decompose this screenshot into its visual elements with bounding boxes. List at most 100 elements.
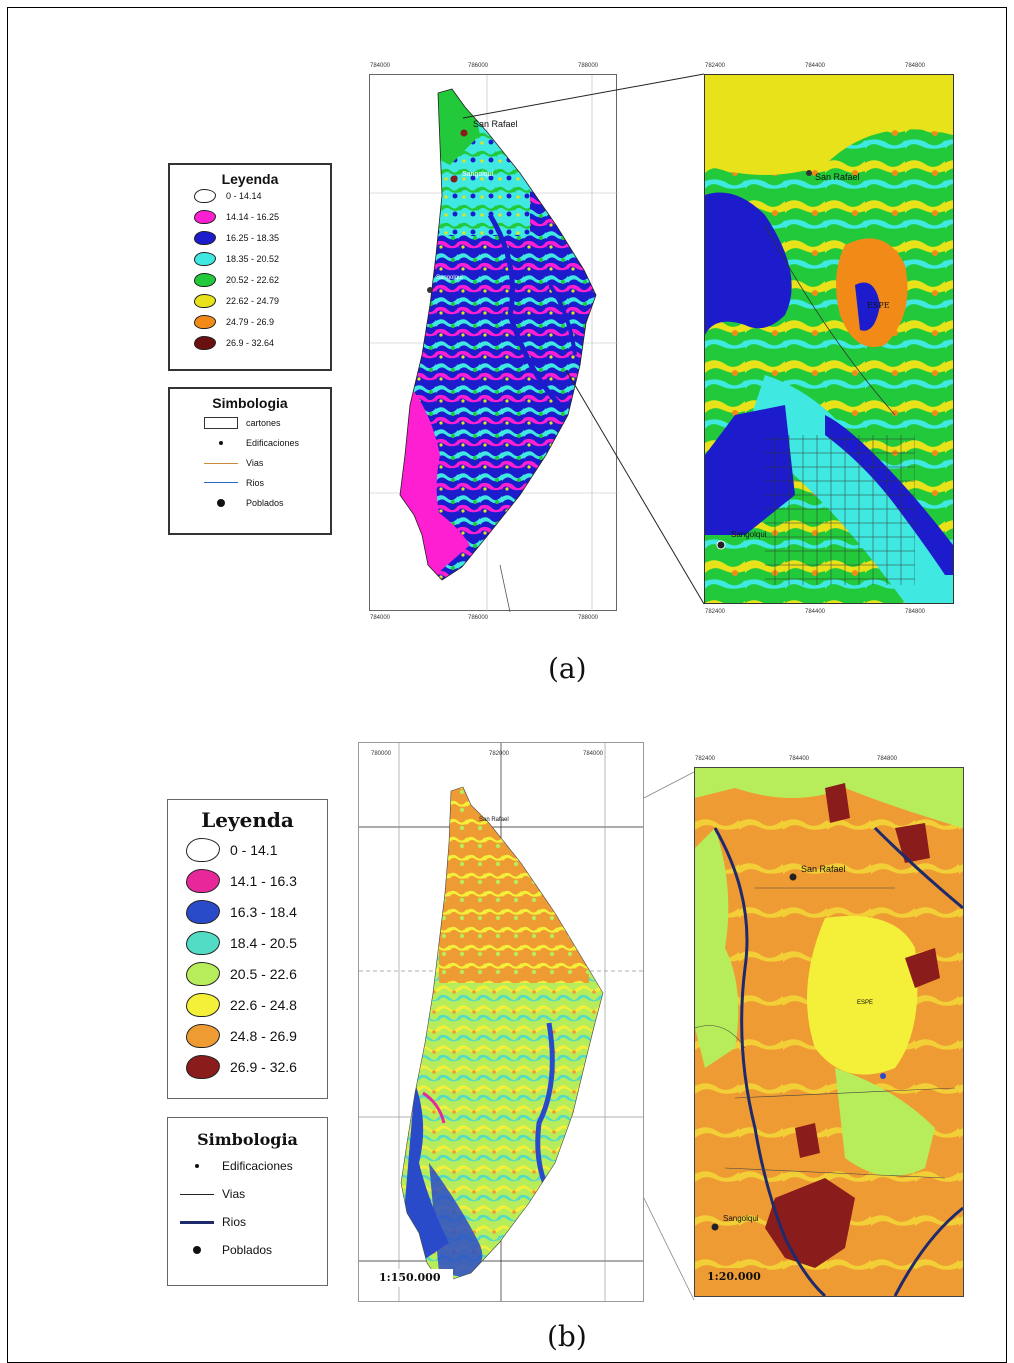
- sym-a-rows-item: cartones: [204, 417, 330, 429]
- river-line-icon: [180, 1216, 214, 1228]
- legend-a-item: 14.14 - 16.25: [194, 210, 330, 224]
- inset-label-espe-b: ESPE: [857, 1000, 874, 1006]
- legend-a-swatch: [194, 231, 216, 245]
- legend-b-swatch: [186, 838, 220, 862]
- legend-a-label: 22.62 - 24.79: [226, 296, 280, 306]
- sym-b-rows-item: Rios: [180, 1215, 327, 1229]
- tick-top-a-1: 784000: [370, 63, 391, 69]
- legend-a-swatch: [194, 336, 216, 350]
- sym-b-rows-item: Edificaciones: [180, 1159, 327, 1173]
- legend-a-swatch: [194, 210, 216, 224]
- sym-b-rows-item: Poblados: [180, 1243, 327, 1257]
- symbology-a: Simbologia cartones Edificaciones Vias Rios…: [168, 387, 332, 535]
- legend-a-item: 20.52 - 22.62: [194, 273, 330, 287]
- legend-b-title: Leyenda: [201, 808, 294, 832]
- legend-a-label: 24.79 - 26.9: [226, 317, 275, 327]
- symbology-b-items: Edificaciones Vias Rios Poblados: [168, 1159, 327, 1257]
- caption-a: (a): [548, 652, 587, 685]
- legend-b-item: 18.4 - 20.5: [186, 931, 327, 955]
- legend-b-swatch: [186, 869, 220, 893]
- tick-top-b-2: 782000: [489, 751, 510, 757]
- legend-a-label: 18.35 - 20.52: [226, 254, 280, 264]
- sym-a-rows-label: Edificaciones: [246, 438, 300, 448]
- legend-a-item: 16.25 - 18.35: [194, 231, 330, 245]
- main-map-b: 780000 782000 784000: [358, 742, 644, 1302]
- sym-b-rows-label: Vias: [222, 1187, 246, 1201]
- inset-tick-bottom-a-1: 782400: [705, 609, 726, 615]
- legend-b-item: 22.6 - 24.8: [186, 993, 327, 1017]
- river-line-icon: [204, 477, 238, 489]
- legend-a-item: 0 - 14.14: [194, 189, 330, 203]
- tick-top-b-1: 780000: [371, 751, 392, 757]
- legend-a-label: 16.25 - 18.35: [226, 233, 280, 243]
- sym-a-rows-item: Vias: [204, 457, 330, 469]
- legend-b-label: 16.3 - 18.4: [230, 904, 297, 920]
- legend-a-swatch: [194, 189, 216, 203]
- symbology-a-title: Simbologia: [212, 395, 288, 411]
- legend-b-swatch: [186, 900, 220, 924]
- tick-top-a-2: 786000: [468, 63, 489, 69]
- legend-b-item: 26.9 - 32.6: [186, 1055, 327, 1079]
- inset-tick-top-b-3: 784800: [877, 756, 898, 762]
- map-label-san-rafael-a: San Rafael: [473, 119, 518, 129]
- legend-a-label: 14.14 - 16.25: [226, 212, 280, 222]
- dot-icon: [204, 437, 238, 449]
- legend-b-item: 0 - 14.1: [186, 838, 327, 862]
- sym-a-rows-item: Poblados: [204, 497, 330, 509]
- legend-b-label: 14.1 - 16.3: [230, 873, 297, 889]
- dot-icon: [180, 1160, 214, 1172]
- legend-b-label: 18.4 - 20.5: [230, 935, 297, 951]
- main-map-a: 784000 786000 788000 784000 786000 78800…: [369, 63, 618, 621]
- tick-bottom-a-2: 786000: [468, 615, 489, 621]
- legend-b-swatch: [186, 993, 220, 1017]
- sym-b-rows-label: Poblados: [222, 1243, 273, 1257]
- legend-b-item: 24.8 - 26.9: [186, 1024, 327, 1048]
- legend-b-item: 14.1 - 16.3: [186, 869, 327, 893]
- legend-a-swatch: [194, 252, 216, 266]
- symbology-b-title: Simbologia: [197, 1130, 298, 1149]
- inset-tick-top-b-2: 784400: [789, 756, 810, 762]
- legend-a-label: 20.52 - 22.62: [226, 275, 280, 285]
- symbology-b: Simbologia Edificaciones Vias Rios Poblados: [167, 1117, 328, 1286]
- legend-a-item: 24.79 - 26.9: [194, 315, 330, 329]
- inset-label-sangolqui-b: Sangolqui: [723, 1214, 759, 1223]
- legend-b-swatch: [186, 1024, 220, 1048]
- legend-a-title: Leyenda: [221, 171, 279, 187]
- legend-b-swatch: [186, 1055, 220, 1079]
- map-label-sangolqui-a: Sangolqui: [462, 171, 494, 178]
- sym-a-rows-label: Rios: [246, 478, 265, 488]
- legend-b-label: 0 - 14.1: [230, 842, 278, 858]
- scale-main-b: 1:150.000: [379, 1271, 441, 1284]
- town-marker: [450, 175, 458, 183]
- legend-b-label: 26.9 - 32.6: [230, 1059, 297, 1075]
- inset-label-san-rafael-b: San Rafael: [801, 864, 846, 874]
- scale-inset-b: 1:20.000: [707, 1270, 761, 1283]
- symbology-a-items: cartones Edificaciones Vias Rios Poblados: [170, 417, 330, 509]
- legend-b: Leyenda 0 - 14.1 14.1 - 16.3 16.3 - 18.4 18…: [167, 799, 328, 1099]
- town-dot-icon: [180, 1244, 214, 1256]
- legend-b-swatch: [186, 931, 220, 955]
- town-dot-icon: [204, 497, 238, 509]
- legend-b-label: 24.8 - 26.9: [230, 1028, 297, 1044]
- rectangle-outline-icon: [204, 417, 238, 429]
- legend-b-item: 16.3 - 18.4: [186, 900, 327, 924]
- legend-a-swatch: [194, 273, 216, 287]
- inset-raster-b: [695, 768, 963, 1296]
- legend-a-swatch: [194, 315, 216, 329]
- legend-b-label: 20.5 - 22.6: [230, 966, 297, 982]
- legend-b-items: 0 - 14.1 14.1 - 16.3 16.3 - 18.4 18.4 - 20.…: [168, 838, 327, 1079]
- legend-b-swatch: [186, 962, 220, 986]
- inset-tick-top-a-3: 784800: [905, 63, 926, 69]
- legend-a-swatch: [194, 294, 216, 308]
- map-label-sangolqui-a-2: Sangolqui: [436, 275, 463, 281]
- tick-top-a-3: 788000: [578, 63, 599, 69]
- legend-a-items: 0 - 14.14 14.14 - 16.25 16.25 - 18.35 18.35…: [170, 189, 330, 350]
- town-marker: [460, 129, 468, 137]
- town-marker: [427, 287, 433, 293]
- sym-a-rows-label: cartones: [246, 418, 281, 428]
- tick-bottom-a-3: 788000: [578, 615, 599, 621]
- sym-a-rows-item: Rios: [204, 477, 330, 489]
- legend-b-item: 20.5 - 22.6: [186, 962, 327, 986]
- inset-tick-top-a-2: 784400: [805, 63, 826, 69]
- road-line-icon: [180, 1188, 214, 1200]
